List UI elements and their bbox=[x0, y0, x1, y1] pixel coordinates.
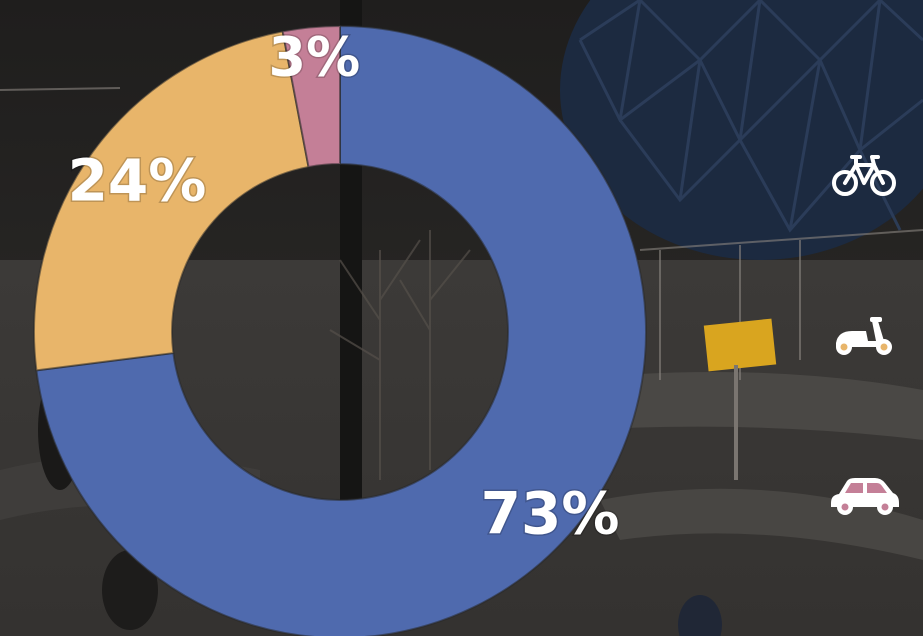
donut-slices bbox=[33, 24, 647, 636]
donut-slice-bicycle bbox=[35, 24, 647, 636]
legend-bicycle bbox=[807, 118, 921, 232]
donut-label-bicycle: 73% bbox=[481, 479, 620, 547]
car-icon bbox=[831, 478, 899, 515]
donut-slice-scooter bbox=[33, 30, 310, 372]
scooter-icon bbox=[836, 317, 892, 355]
legend-car bbox=[807, 438, 921, 552]
donut-labels: 73% 24% 3% bbox=[66, 24, 621, 549]
donut-slice-car bbox=[281, 24, 341, 169]
bicycle-icon bbox=[832, 155, 896, 196]
donut-label-car: 3% bbox=[269, 26, 361, 89]
legend-scooter bbox=[807, 278, 921, 392]
donut-label-scooter: 24% bbox=[68, 147, 207, 215]
